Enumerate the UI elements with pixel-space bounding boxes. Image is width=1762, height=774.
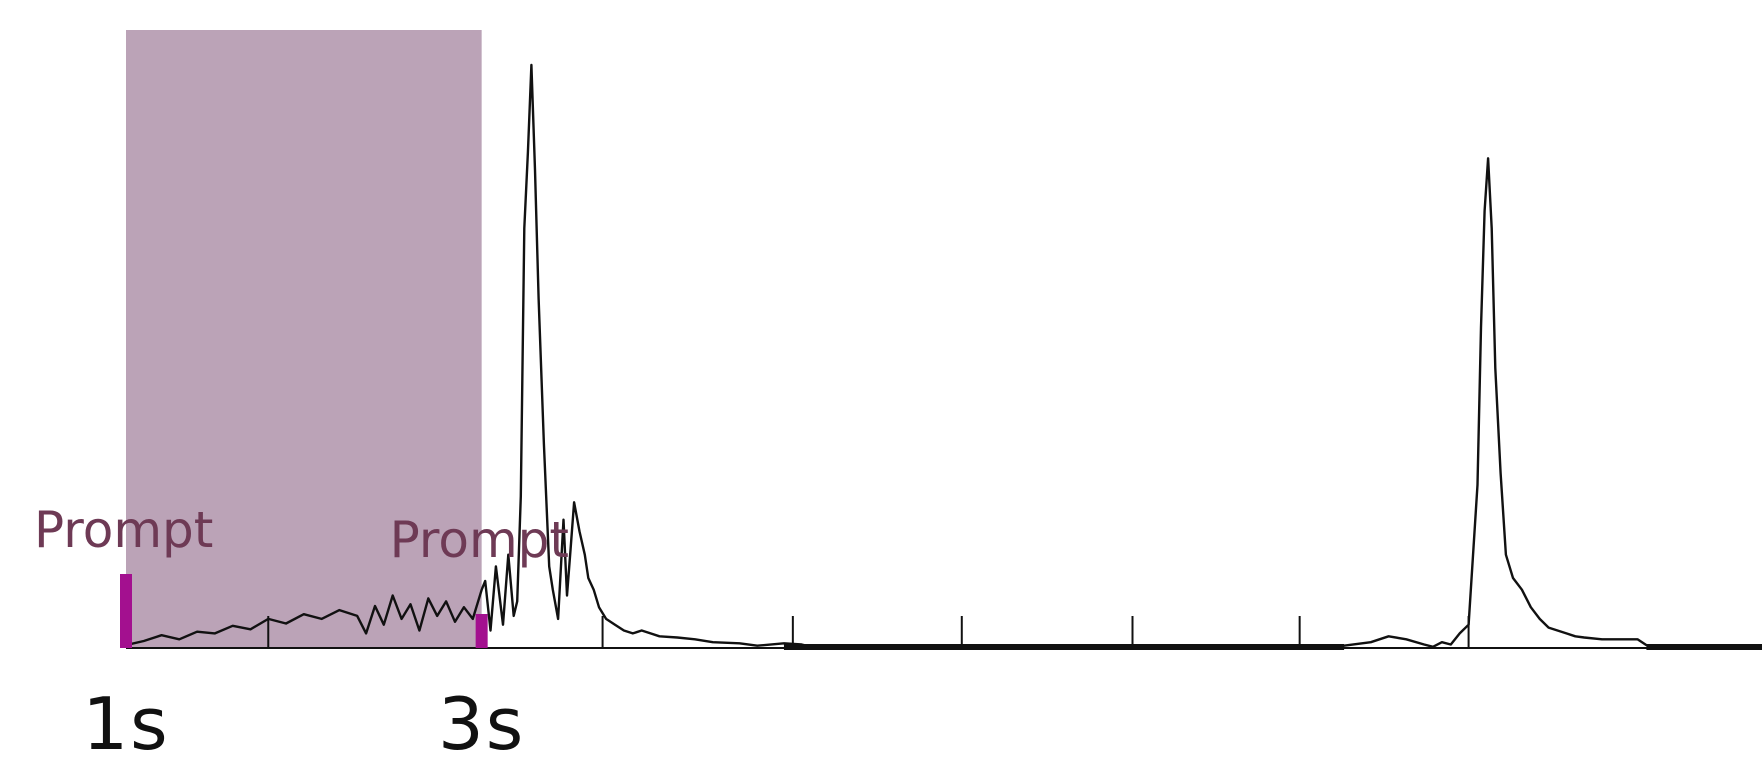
x-tick-label: 1s: [82, 682, 170, 766]
highlight-region: [126, 30, 482, 648]
prompt-marker-label: Prompt: [389, 511, 570, 569]
prompt-marker-label: Prompt: [34, 501, 214, 559]
series-line: [125, 63, 1762, 648]
x-tick-label: 3s: [437, 682, 526, 766]
prompt-marker: [120, 574, 132, 648]
prompt-marker: [475, 614, 488, 648]
